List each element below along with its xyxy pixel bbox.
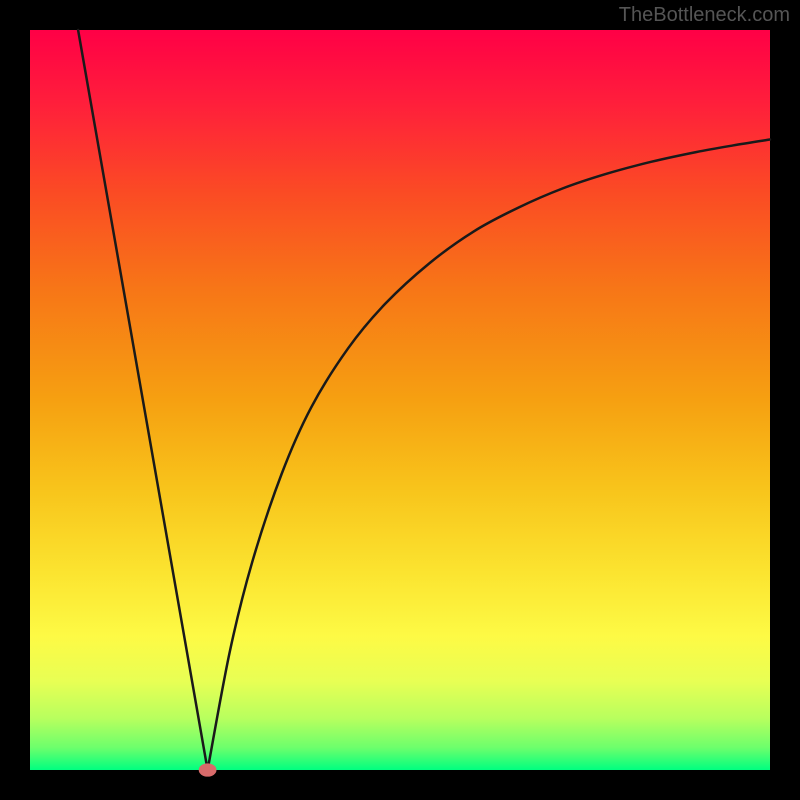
optimal-point-marker [199, 763, 217, 776]
chart-container: TheBottleneck.com [0, 0, 800, 800]
bottleneck-chart [0, 0, 800, 800]
watermark-text: TheBottleneck.com [619, 4, 790, 27]
plot-area [30, 30, 770, 770]
